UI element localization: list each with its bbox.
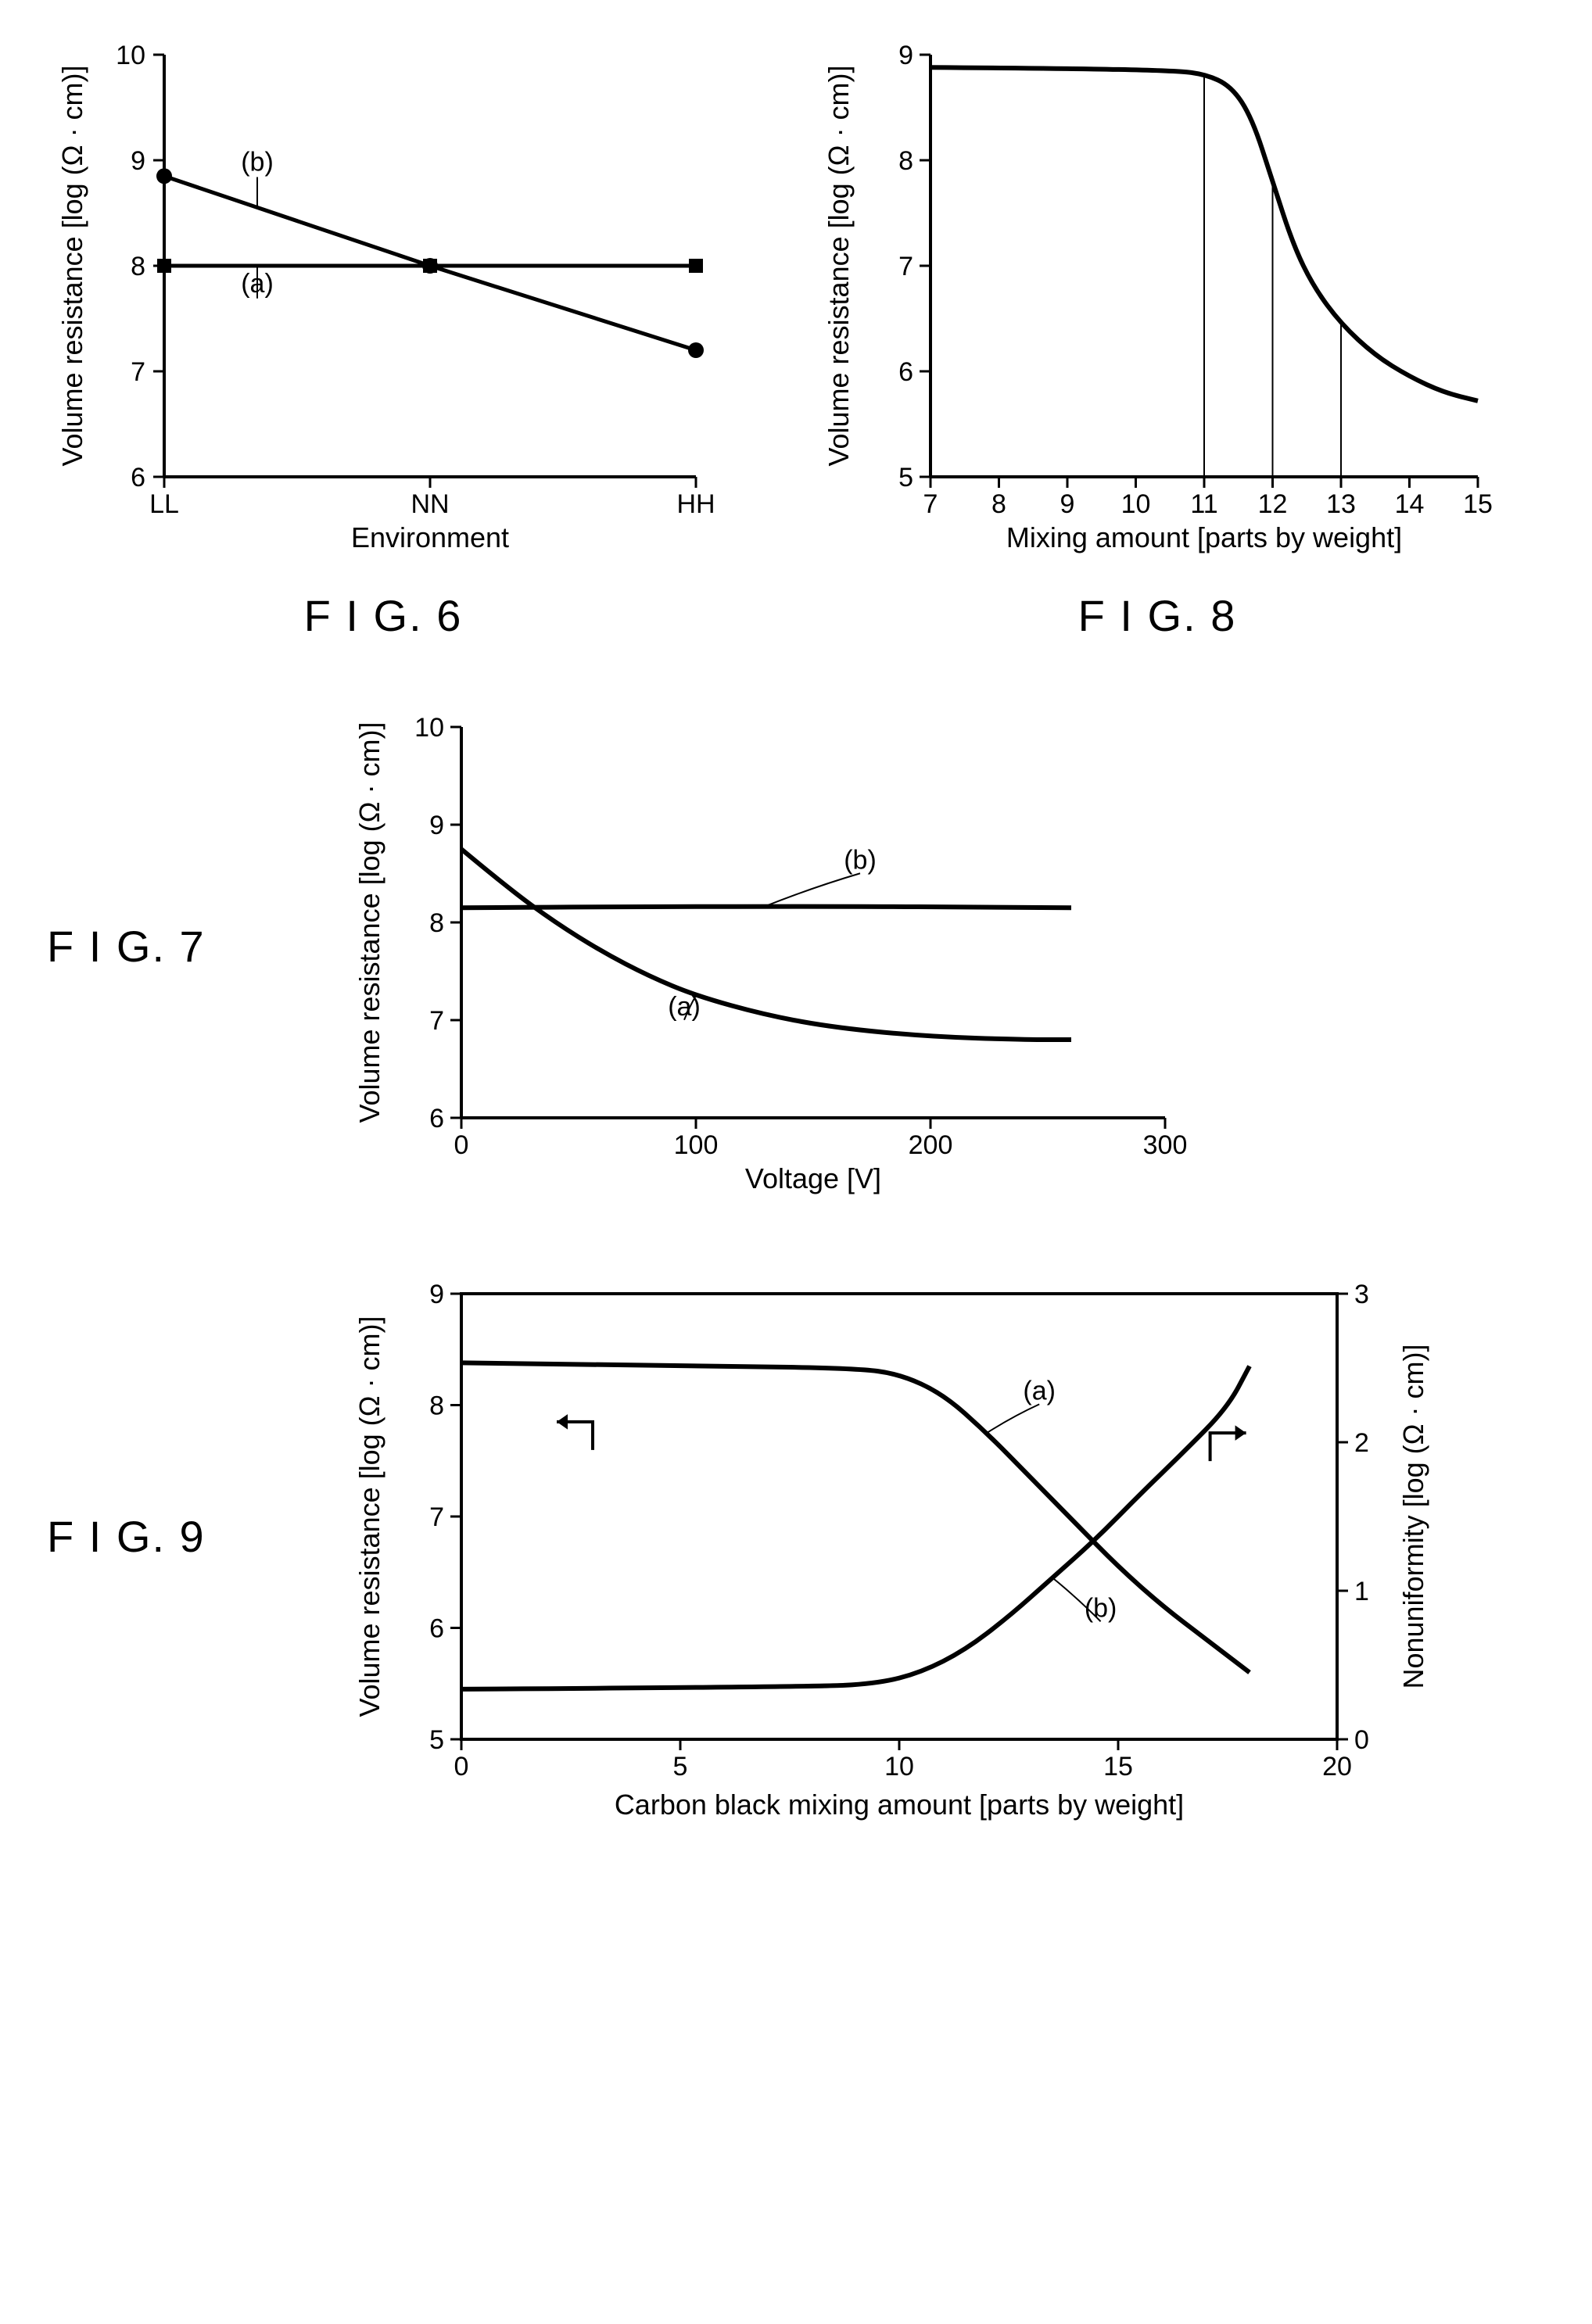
svg-text:6: 6 [898,357,913,387]
svg-text:7: 7 [429,1006,444,1036]
svg-text:12: 12 [1258,489,1288,519]
svg-text:5: 5 [429,1725,444,1755]
svg-text:0: 0 [454,1130,469,1160]
svg-text:9: 9 [429,1280,444,1309]
svg-text:10: 10 [884,1752,914,1781]
svg-text:8: 8 [991,489,1006,519]
svg-text:Volume resistance [log (Ω · c: Volume resistance [log (Ω · cm)] [353,1316,385,1717]
svg-text:9: 9 [898,41,913,70]
svg-text:9: 9 [131,146,145,176]
svg-text:2: 2 [1354,1428,1369,1458]
svg-text:8: 8 [898,146,913,176]
caption-fig7-wrapper: F I G. 7 [47,704,250,1188]
svg-text:13: 13 [1326,489,1356,519]
page: 678910LLNNHHEnvironmentVolume resistance… [47,31,1545,1837]
svg-text:15: 15 [1103,1752,1133,1781]
svg-text:0: 0 [1354,1725,1369,1755]
caption-fig7: F I G. 7 [47,921,206,972]
svg-text:9: 9 [429,811,444,840]
svg-text:1: 1 [1354,1577,1369,1606]
svg-text:6: 6 [131,463,145,492]
svg-text:300: 300 [1143,1130,1188,1160]
svg-text:(b): (b) [844,845,877,875]
svg-text:5: 5 [673,1752,688,1781]
svg-text:10: 10 [1121,489,1151,519]
svg-text:Volume resistance [log (Ω · c: Volume resistance [log (Ω · cm)] [56,65,88,466]
panel-fig9: 56789012305101520Carbon black mixing amo… [344,1270,1454,1837]
caption-fig9-wrapper: F I G. 9 [47,1270,250,1802]
svg-text:(a): (a) [668,992,701,1022]
svg-text:0: 0 [454,1752,469,1781]
svg-text:7: 7 [131,357,145,387]
panel-fig6: 6 7 8 9 10 LL NN HH Environment Volume resistance… [47,31,719,641]
svg-text:15: 15 [1463,489,1493,519]
svg-text:Volume resistance [log (Ω · c: Volume resistance [log (Ω · cm)] [353,722,385,1123]
svg-text:10: 10 [116,41,145,70]
svg-text:8: 8 [429,1391,444,1421]
svg-text:5: 5 [898,463,913,492]
row-top: 6 7 8 9 10 LL NN HH Environment Volume resistance… [47,31,1545,641]
chart-fig9: 56789012305101520Carbon black mixing amo… [344,1270,1454,1833]
row-mid: F I G. 7 6789100100200300Voltage [V]Volu… [47,704,1545,1208]
svg-text:7: 7 [923,489,938,519]
chart-fig8: 5 6 7 8 9 7 8 9 10 11 12 13 14 15 Mixing amount [parts… [813,31,1501,563]
caption-fig6: F I G. 6 [47,590,719,641]
caption-fig8: F I G. 8 [813,590,1501,641]
chart-fig7: 6789100100200300Voltage [V]Volume resist… [344,704,1189,1204]
svg-text:8: 8 [131,252,145,281]
svg-text:(b): (b) [1085,1593,1117,1623]
svg-text:Nonuniformity [log (Ω · cm)]: Nonuniformity [log (Ω · cm)] [1397,1345,1429,1689]
svg-text:Voltage [V]: Voltage [V] [745,1162,881,1194]
svg-text:(b): (b) [241,148,274,177]
svg-text:8: 8 [429,908,444,938]
row-bot: F I G. 9 56789012305101520Carbon black m… [47,1270,1545,1837]
svg-text:6: 6 [429,1104,444,1133]
panel-fig8: 5 6 7 8 9 7 8 9 10 11 12 13 14 15 Mixing amount [parts… [813,31,1501,641]
svg-text:Volume resistance [log (Ω · cm: Volume resistance [log (Ω · cm)] [823,65,855,466]
svg-text:Mixing amount [parts by weigh: Mixing amount [parts by weight] [1006,521,1402,553]
svg-text:NN: NN [411,489,449,519]
svg-text:6: 6 [429,1614,444,1644]
svg-text:(a): (a) [1023,1376,1056,1406]
svg-text:(a): (a) [241,269,274,299]
svg-text:HH: HH [676,489,715,519]
svg-text:100: 100 [674,1130,719,1160]
svg-text:10: 10 [414,713,444,743]
svg-text:11: 11 [1190,489,1217,519]
svg-text:20: 20 [1322,1752,1352,1781]
svg-text:LL: LL [149,489,179,519]
panel-fig7: 6789100100200300Voltage [V]Volume resist… [344,704,1189,1208]
chart-fig6: 6 7 8 9 10 LL NN HH Environment Volume resistance… [47,31,719,563]
svg-text:7: 7 [898,252,913,281]
svg-text:Environment: Environment [351,521,509,553]
svg-text:3: 3 [1354,1280,1369,1309]
caption-fig9: F I G. 9 [47,1511,206,1562]
svg-text:14: 14 [1395,489,1425,519]
svg-text:7: 7 [429,1502,444,1532]
svg-text:200: 200 [909,1130,953,1160]
svg-text:Carbon black mixing amount [pa: Carbon black mixing amount [parts by wei… [615,1789,1184,1821]
svg-text:9: 9 [1060,489,1075,519]
